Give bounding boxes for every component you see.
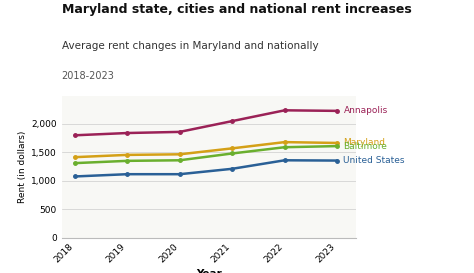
Baltimore <box>177 159 182 162</box>
Maryland <box>72 156 78 159</box>
Line: Baltimore: Baltimore <box>73 144 339 165</box>
Text: United States: United States <box>344 156 405 165</box>
Line: Annapolis: Annapolis <box>73 109 339 137</box>
Y-axis label: Rent (in dollars): Rent (in dollars) <box>18 130 27 203</box>
Baltimore <box>72 162 78 165</box>
Maryland <box>229 147 235 150</box>
Annapolis <box>124 131 130 135</box>
United States <box>177 173 182 176</box>
Text: Baltimore: Baltimore <box>344 142 387 151</box>
Text: Average rent changes in Maryland and nationally: Average rent changes in Maryland and nat… <box>62 41 318 51</box>
Baltimore <box>229 152 235 155</box>
Baltimore <box>334 144 340 148</box>
United States <box>282 159 288 162</box>
Baltimore <box>124 159 130 162</box>
United States <box>334 159 340 162</box>
Text: Maryland state, cities and national rent increases: Maryland state, cities and national rent… <box>62 3 411 16</box>
Line: United States: United States <box>73 159 339 178</box>
Line: Maryland: Maryland <box>73 140 339 159</box>
Text: Annapolis: Annapolis <box>344 106 388 115</box>
X-axis label: Year: Year <box>196 269 221 273</box>
Maryland <box>334 141 340 145</box>
United States <box>124 173 130 176</box>
Maryland <box>124 153 130 156</box>
Maryland <box>177 153 182 156</box>
Text: Maryland: Maryland <box>344 138 385 147</box>
Maryland <box>282 141 288 144</box>
Annapolis <box>282 109 288 112</box>
United States <box>72 175 78 178</box>
Annapolis <box>177 130 182 133</box>
Baltimore <box>282 146 288 149</box>
Annapolis <box>229 120 235 123</box>
United States <box>229 167 235 170</box>
Text: 2018-2023: 2018-2023 <box>62 71 115 81</box>
Annapolis <box>72 134 78 137</box>
Annapolis <box>334 109 340 112</box>
